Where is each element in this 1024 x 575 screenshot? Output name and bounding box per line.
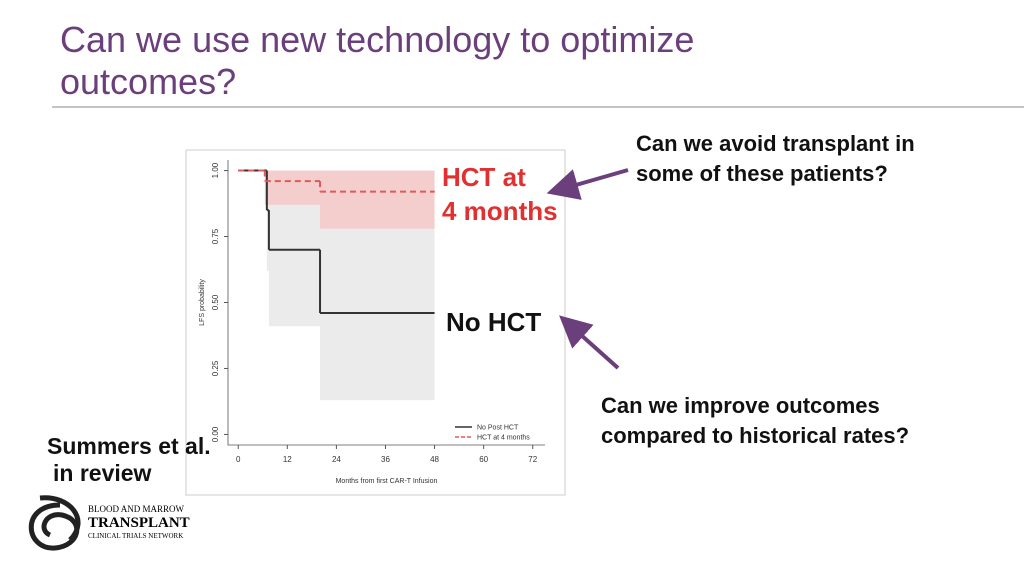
- slide-title: Can we use new technology to optimize out…: [60, 19, 694, 102]
- callout-line: compared to historical rates?: [601, 423, 909, 448]
- citation: in review: [53, 460, 152, 486]
- confidence-band: [266, 170, 269, 271]
- logo-text: BLOOD AND MARROW: [88, 504, 185, 514]
- legend-label: HCT at 4 months: [477, 435, 530, 442]
- y-tick-label: 1.00: [211, 162, 220, 178]
- y-tick-label: 0.75: [211, 228, 220, 244]
- y-tick-label: 0.00: [211, 426, 220, 442]
- legend-label: No Post HCT: [477, 425, 519, 432]
- arrow: [559, 315, 620, 370]
- x-tick-label: 60: [479, 455, 488, 464]
- logo-text: CLINICAL TRIALS NETWORK: [88, 532, 183, 540]
- x-tick-label: 24: [332, 455, 341, 464]
- y-tick-label: 0.25: [211, 360, 220, 376]
- x-tick-label: 72: [528, 455, 537, 464]
- x-tick-label: 0: [236, 455, 241, 464]
- axis: [227, 160, 545, 446]
- logo-mark: [28, 495, 81, 551]
- y-axis-label: LFS probability: [199, 279, 206, 326]
- x-tick-label: 36: [381, 455, 390, 464]
- arrow: [546, 168, 629, 200]
- confidence-band: [264, 170, 321, 205]
- y-tick-label: 0.50: [211, 294, 220, 310]
- x-tick-label: 12: [283, 455, 292, 464]
- chart: 0 12 24 36 48 60 72 0.00 0.25 0.50 0.75 1.00 Months …: [199, 160, 558, 485]
- callout-line: some of these patients?: [636, 161, 888, 186]
- x-tick-label: 48: [430, 455, 439, 464]
- citation: Summers et al.: [47, 433, 211, 459]
- logo-text: TRANSPLANT: [88, 515, 190, 531]
- annotation: HCT at: [442, 162, 526, 192]
- callout-line: Can we improve outcomes: [601, 393, 880, 418]
- confidence-band: [320, 170, 435, 229]
- x-axis-label: Months from first CAR-T Infusion: [336, 478, 438, 485]
- logo: BLOOD AND MARROW TRANSPLANT CLINICAL TRI…: [28, 495, 190, 551]
- annotation: No HCT: [446, 307, 541, 337]
- callout-line: Can we avoid transplant in: [636, 131, 915, 156]
- annotation: 4 months: [442, 196, 558, 226]
